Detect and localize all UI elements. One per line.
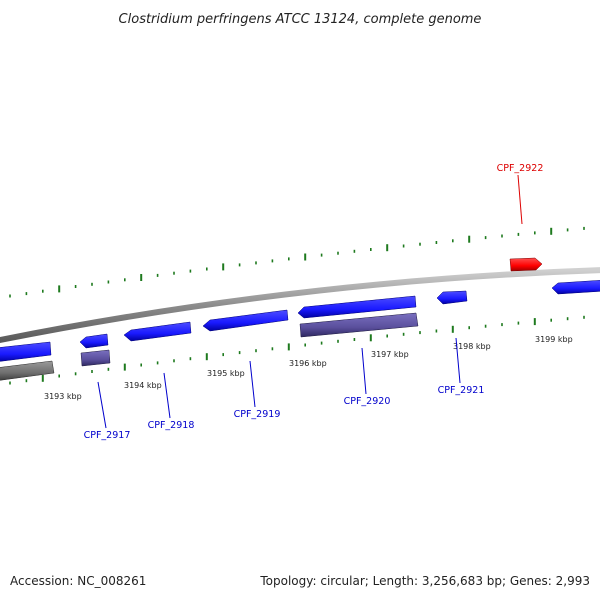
kbp-label-3193: 3193 kbp	[44, 392, 82, 401]
gene-block-cpf-2917-reverse	[80, 349, 111, 367]
kbp-label-3196: 3196 kbp	[289, 359, 327, 368]
gene-block-cpf-2920-reverse	[299, 312, 419, 338]
accession-text: Accession: NC_008261	[10, 574, 146, 588]
gene-arrow-cpf-2920	[297, 295, 417, 319]
tick-row-upper	[9, 226, 585, 298]
kbp-label-3198: 3198 kbp	[453, 342, 491, 351]
gene-arrow-cpf-2919	[202, 309, 289, 332]
kbp-label-3199: 3199 kbp	[535, 335, 573, 344]
gene-block-left-partial	[0, 360, 55, 381]
gene-label-cpf-2919[interactable]: CPF_2919	[234, 409, 281, 420]
gene-arrow-left-partial	[0, 341, 52, 362]
kbp-label-3197: 3197 kbp	[371, 350, 409, 359]
leader-line-cpf-2919	[249, 360, 256, 408]
genome-backbone	[0, 267, 600, 344]
gene-label-cpf-2920[interactable]: CPF_2920	[344, 396, 391, 407]
gene-label-cpf-2921[interactable]: CPF_2921	[438, 385, 485, 396]
leader-line-cpf-2918	[163, 372, 171, 419]
kbp-label-3195: 3195 kbp	[207, 369, 245, 378]
gene-arrow-right-partial	[551, 280, 600, 295]
gene-arrow-cpf-2917	[79, 333, 109, 349]
kbp-label-3194: 3194 kbp	[124, 381, 162, 390]
map-title: Clostridium perfringens ATCC 13124, comp…	[119, 12, 482, 27]
genome-summary-text: Topology: circular; Length: 3,256,683 bp…	[259, 574, 590, 588]
gene-label-cpf-2918[interactable]: CPF_2918	[148, 420, 195, 431]
gene-arrow-cpf-2922	[509, 257, 543, 272]
gene-label-cpf-2922[interactable]: CPF_2922	[497, 163, 544, 174]
gene-label-cpf-2917[interactable]: CPF_2917	[84, 430, 131, 441]
gene-arrow-cpf-2918	[123, 321, 192, 342]
leader-line-cpf-2920	[361, 347, 367, 395]
leader-line-cpf-2917	[97, 381, 107, 429]
tick-row-lower	[9, 315, 585, 385]
leader-line-cpf-2922	[517, 174, 523, 225]
gene-arrow-cpf-2921	[436, 290, 468, 305]
leader-line-cpf-2921	[455, 337, 461, 384]
